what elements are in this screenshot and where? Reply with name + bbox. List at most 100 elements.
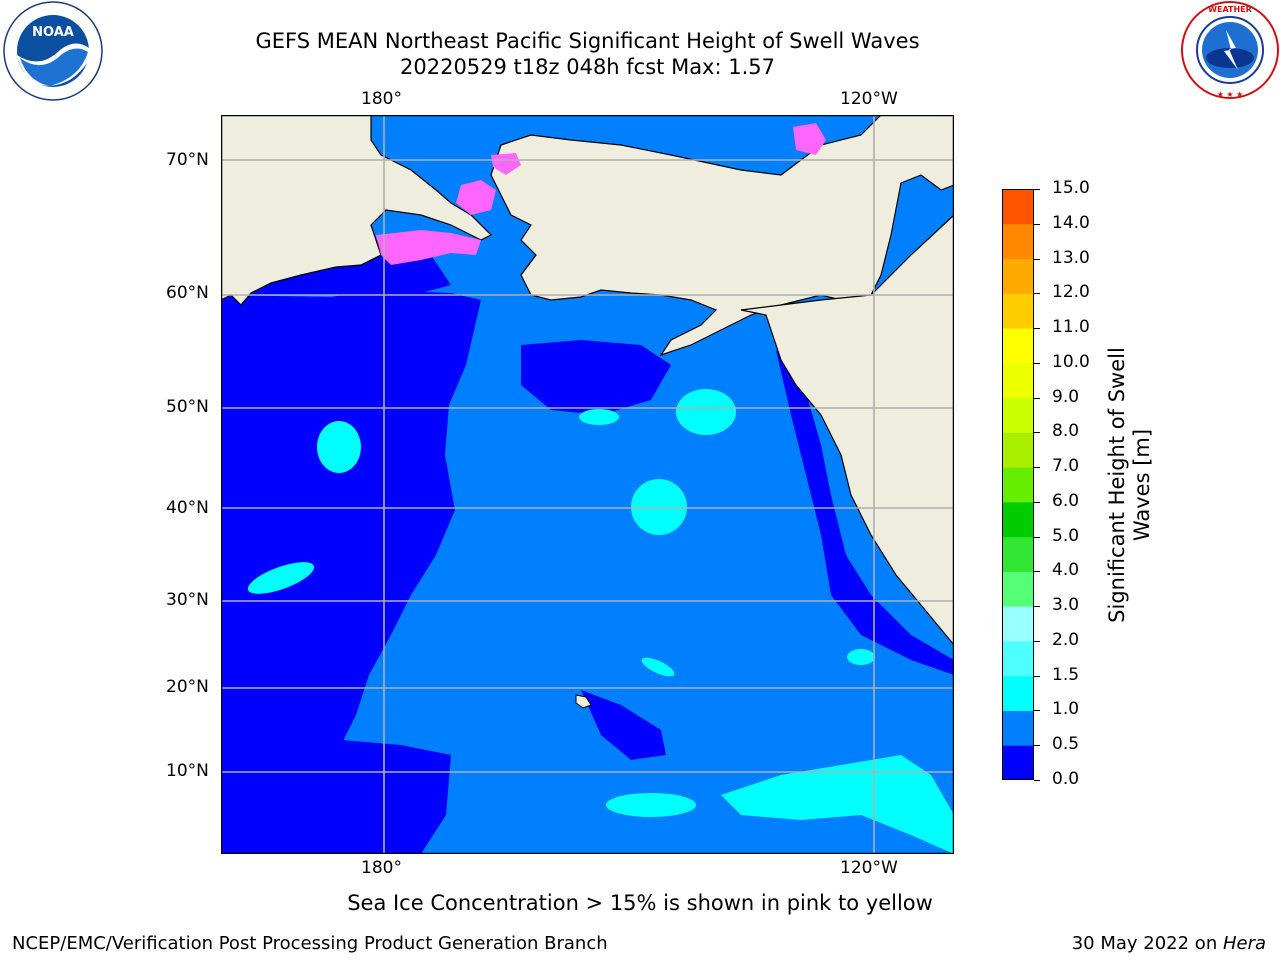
colorbar-border	[1002, 189, 1034, 780]
map-panel	[220, 114, 955, 855]
colorbar-tick-label: 11.0	[1052, 317, 1090, 338]
colorbar-segment	[1002, 258, 1034, 294]
swell-patch	[579, 409, 619, 425]
noaa-logo: NOAA	[0, 0, 106, 102]
swell-patch	[606, 793, 696, 817]
svg-text:WEATHER: WEATHER	[1208, 5, 1252, 14]
colorbar-tick-label: 12.0	[1052, 282, 1090, 303]
lat-label-30n: 30°N	[166, 590, 209, 610]
lon-label-top-120w: 120°W	[840, 89, 898, 109]
colorbar-segment	[1002, 189, 1034, 225]
colorbar-tick-label: 6.0	[1052, 490, 1080, 511]
colorbar-tick-mark	[1034, 780, 1040, 781]
swell-patch	[847, 649, 875, 665]
colorbar-tick-mark	[1034, 571, 1040, 573]
land-north-america-coast	[740, 214, 954, 646]
colorbar-segment	[1002, 710, 1034, 746]
svg-text:NOAA: NOAA	[32, 25, 74, 40]
colorbar-segment	[1002, 640, 1034, 677]
swell-patch	[676, 389, 736, 435]
colorbar-segment	[1002, 501, 1034, 538]
footer-date-text: 30 May 2022 on	[1071, 933, 1223, 954]
colorbar-segment	[1002, 571, 1034, 607]
colorbar-tick-mark	[1034, 710, 1040, 712]
colorbar-tick-label: 0.0	[1052, 769, 1080, 789]
footer-date: 30 May 2022 on Hera	[1072, 933, 1266, 954]
colorbar	[1002, 189, 1034, 781]
map-svg	[220, 114, 955, 855]
ocean-low-band-hawaii	[581, 690, 666, 760]
lon-label-bottom-180: 180°	[361, 858, 402, 878]
colorbar-tick-mark	[1034, 189, 1040, 190]
lat-label-50n: 50°N	[166, 397, 209, 417]
ocean-low-band-coast	[776, 350, 954, 675]
swell-patch	[721, 755, 954, 854]
colorbar-segment	[1002, 293, 1034, 329]
sea-ice-patch	[491, 153, 521, 175]
colorbar-tick-mark	[1034, 293, 1040, 295]
colorbar-tick-label: 13.0	[1052, 247, 1090, 268]
graticule	[221, 115, 954, 854]
colorbar-tick-label: 10.0	[1052, 351, 1090, 372]
swell-patch	[317, 421, 361, 473]
swell-patch	[641, 657, 675, 677]
colorbar-tick-label: 14.0	[1052, 212, 1090, 233]
sea-ice-note: Sea Ice Concentration > 15% is shown in …	[347, 891, 933, 915]
colorbar-tick-label: 9.0	[1052, 386, 1080, 407]
sea-ice-patch	[456, 180, 496, 215]
colorbar-segment	[1002, 536, 1034, 572]
footer-credit: NCEP/EMC/Verification Post Processing Pr…	[12, 933, 608, 954]
colorbar-segment	[1002, 362, 1034, 399]
lon-label-top-180: 180°	[361, 89, 402, 109]
sea-ice-patch	[793, 123, 826, 155]
colorbar-label-line1: Significant Height of Swell	[1105, 347, 1129, 623]
colorbar-segment	[1002, 675, 1034, 711]
colorbar-segment	[1002, 328, 1034, 364]
lat-label-20n: 20°N	[166, 677, 209, 697]
colorbar-tick-label: 8.0	[1052, 421, 1080, 442]
colorbar-tick-mark	[1034, 258, 1040, 260]
colorbar-tick-label: 5.0	[1052, 525, 1080, 546]
swell-patch	[631, 479, 687, 535]
colorbar-tick-mark	[1034, 675, 1040, 677]
colorbar-svg	[1002, 189, 1034, 781]
colorbar-segment	[1002, 467, 1034, 503]
colorbar-segment	[1002, 223, 1034, 260]
colorbar-tick-mark	[1034, 640, 1040, 642]
footer-host: Hera	[1222, 933, 1266, 954]
colorbar-tick-mark	[1034, 745, 1040, 747]
colorbar-tick-label: 7.0	[1052, 456, 1080, 477]
colorbar-tick-label: 1.0	[1052, 699, 1080, 720]
colorbar-tick-mark	[1034, 328, 1040, 330]
colorbar-tick-mark	[1034, 397, 1040, 399]
lat-label-40n: 40°N	[166, 498, 209, 518]
colorbar-segment	[1002, 397, 1034, 433]
lat-label-60n: 60°N	[166, 283, 209, 303]
colorbar-tick-mark	[1034, 432, 1040, 434]
colorbar-segment	[1002, 745, 1034, 781]
ocean-low-band-southwest	[221, 695, 451, 854]
ocean-low-band-west	[221, 290, 481, 745]
colorbar-label: Significant Height of Swell Waves [m]	[1105, 315, 1155, 655]
lon-label-bottom-120w: 120°W	[840, 858, 898, 878]
land-hawaii	[575, 694, 592, 709]
lat-label-10n: 10°N	[166, 761, 209, 781]
lat-label-70n: 70°N	[166, 150, 209, 170]
colorbar-tick-label: 4.0	[1052, 560, 1080, 581]
chart-subtitle: 20220529 t18z 048h fcst Max: 1.57	[400, 55, 775, 79]
colorbar-tick-label: 2.0	[1052, 629, 1080, 650]
colorbar-tick-mark	[1034, 362, 1040, 364]
colorbar-tick-label: 15.0	[1052, 178, 1090, 198]
ocean-low-band-gulf	[521, 340, 671, 415]
chart-title: GEFS MEAN Northeast Pacific Significant …	[255, 29, 920, 53]
colorbar-tick-mark	[1034, 467, 1040, 469]
sea-ice-patch	[376, 230, 481, 265]
colorbar-tick-label: 0.5	[1052, 734, 1080, 755]
swell-patch	[247, 562, 315, 594]
colorbar-tick-mark	[1034, 606, 1040, 608]
colorbar-label-line2: Waves [m]	[1130, 428, 1154, 542]
colorbar-tick-mark	[1034, 501, 1040, 503]
colorbar-segment	[1002, 606, 1034, 642]
colorbar-tick-label: 1.5	[1052, 664, 1080, 685]
colorbar-segment	[1002, 432, 1034, 468]
